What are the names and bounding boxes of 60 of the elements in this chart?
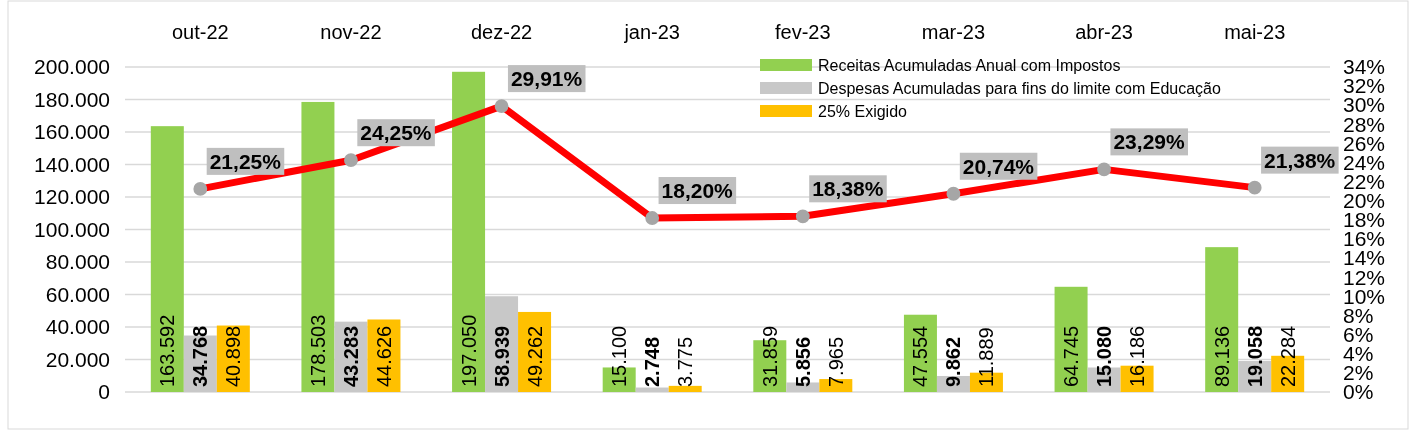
bar [668, 385, 702, 392]
x-tick-label: out-22 [171, 21, 229, 43]
legend-label: 25% Exigido [818, 103, 908, 120]
data-label: 5.856 [791, 336, 814, 387]
bar [452, 71, 486, 392]
data-label: 34.768 [189, 325, 212, 387]
y-tick-label: 80.000 [45, 250, 110, 274]
bar [1205, 247, 1239, 392]
data-label: 11.889 [975, 327, 998, 387]
data-label: 31.859 [758, 325, 781, 387]
bar [635, 387, 669, 392]
data-label: 20,74% [962, 154, 1035, 178]
data-label: 89.136 [1210, 325, 1233, 387]
data-label: 40.898 [222, 325, 245, 387]
data-label: 21,38% [1264, 148, 1336, 172]
y-tick-label: 60.000 [45, 282, 110, 306]
x-tick-label: jan-23 [623, 21, 680, 43]
data-label: 178.503 [306, 314, 329, 387]
legend-label: Despesas Acumuladas para fins do limite com Educação [818, 80, 1221, 97]
x-tick-label: nov-22 [320, 21, 382, 43]
data-label: 19.058 [1243, 325, 1266, 387]
x-tick-label: fev-23 [775, 21, 831, 43]
data-label: 3.775 [674, 336, 697, 387]
data-label: 2.748 [641, 336, 664, 387]
data-label: 49.262 [523, 325, 546, 387]
y-tick-label: 160.000 [34, 120, 110, 144]
data-label: 163.592 [156, 314, 179, 387]
data-label: 22.284 [1276, 325, 1299, 387]
x-tick-label: mai-23 [1224, 21, 1286, 43]
data-label: 47.554 [909, 325, 932, 387]
data-label: 18,38% [812, 177, 884, 201]
x-tick-label: mar-23 [921, 21, 986, 43]
data-label: 44.626 [372, 325, 395, 387]
data-label: 21,25% [209, 149, 282, 173]
x-tick-label: abr-23 [1075, 21, 1133, 43]
y-tick-label: 180.000 [34, 87, 110, 111]
y-tick-label: 120.000 [34, 185, 110, 209]
y-tick-label: 0 [98, 380, 110, 404]
y-tick-label: 40.000 [45, 315, 110, 339]
y-tick-label: 200.000 [34, 55, 110, 79]
legend-label: Receitas Acumuladas Anual com Impostos [818, 57, 1121, 74]
bar [301, 101, 335, 392]
data-label: 197.050 [457, 314, 480, 387]
data-label: 29,91% [510, 67, 583, 91]
data-label: 15.080 [1093, 325, 1116, 387]
x-tick-label: dez-22 [470, 21, 533, 43]
bar [150, 126, 184, 392]
data-label: 18,20% [661, 179, 734, 203]
data-label: 9.862 [942, 336, 965, 387]
data-label: 58.939 [490, 325, 513, 387]
data-label: 15.100 [608, 325, 631, 387]
data-label: 23,29% [1113, 130, 1185, 154]
y-tick-label: 100.000 [34, 217, 110, 241]
data-label: 16.186 [1126, 325, 1149, 387]
y-tick-label: 140.000 [34, 152, 110, 176]
y-tick-label: 20.000 [45, 347, 110, 371]
data-label: 24,25% [360, 121, 432, 145]
data-label: 7.965 [824, 336, 847, 387]
data-label: 43.283 [339, 325, 362, 387]
data-label: 64.745 [1060, 325, 1083, 387]
